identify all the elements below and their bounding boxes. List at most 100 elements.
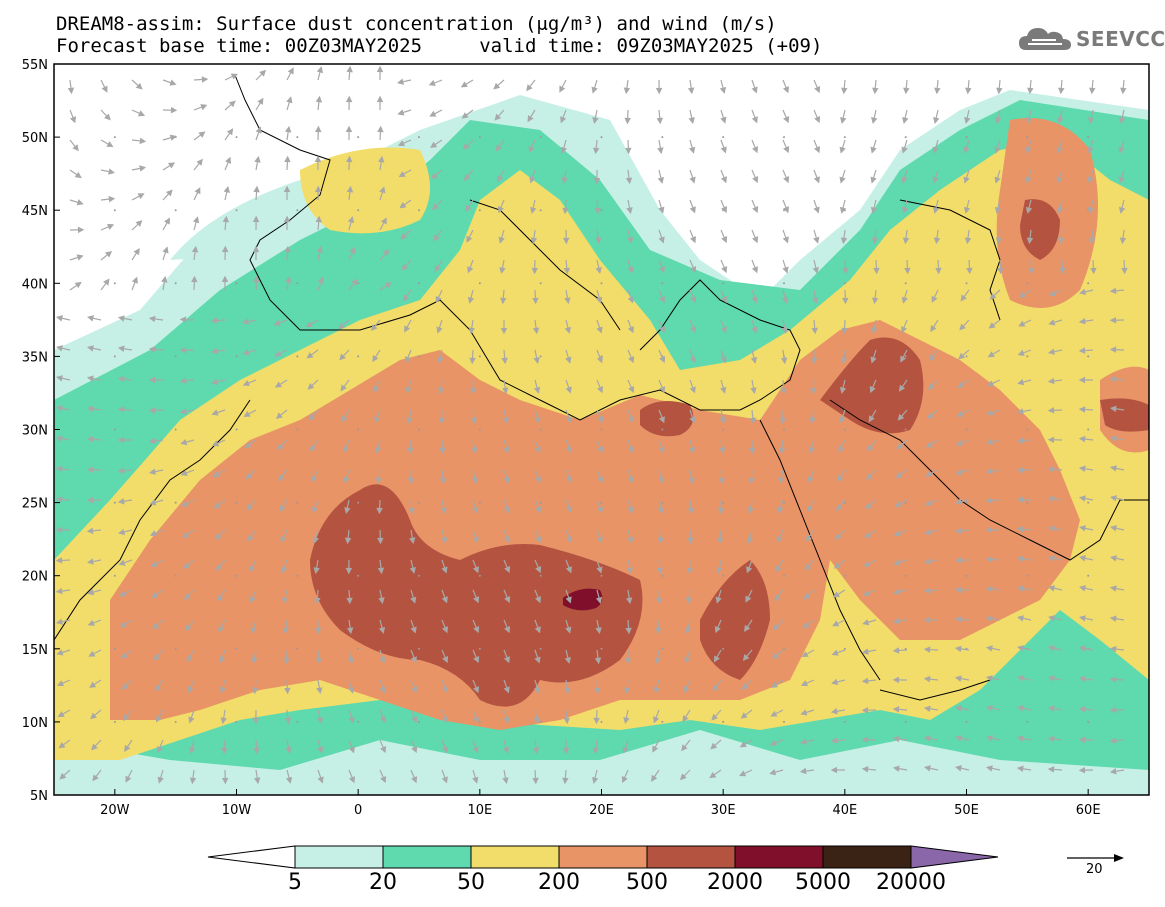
wind-arrow — [131, 193, 145, 201]
wind-arrow — [652, 739, 660, 753]
logo-text: SEEVCCC — [1076, 27, 1165, 51]
wind-arrow — [595, 619, 602, 635]
colorbar-swatch — [734, 845, 824, 869]
wind-arrow — [274, 379, 288, 388]
grid-dot — [296, 720, 299, 723]
wind-arrow — [308, 409, 319, 421]
wind-arrow — [156, 739, 164, 754]
grid-dot — [418, 428, 420, 431]
wind-arrow — [532, 739, 540, 755]
wind-arrow — [148, 437, 164, 445]
wind-arrow — [533, 379, 541, 394]
grid-dot — [1026, 136, 1029, 139]
wind-arrow — [472, 529, 479, 544]
wind-arrow — [148, 315, 164, 323]
wind-arrow — [658, 409, 665, 424]
wind-arrow — [595, 259, 602, 274]
wind-arrow — [55, 435, 71, 442]
wind-arrow — [408, 499, 415, 515]
wind-arrow — [284, 709, 292, 725]
wind-arrow — [410, 769, 418, 784]
wind-arrow — [376, 95, 384, 111]
wind-arrow — [117, 467, 133, 474]
wind-arrow — [317, 769, 324, 784]
grid-dot — [478, 574, 481, 577]
wind-arrow — [58, 739, 71, 749]
wind-arrow — [242, 379, 257, 387]
grid-dot — [174, 501, 177, 504]
wind-arrow — [305, 319, 319, 328]
grid-dot — [965, 574, 968, 577]
wind-arrow — [627, 289, 634, 304]
wind-arrow — [650, 769, 660, 782]
wind-arrow — [565, 379, 572, 394]
grid-dot — [296, 647, 299, 650]
grid-dot — [113, 574, 116, 577]
wind-arrow — [711, 709, 722, 721]
colorbar-swatch — [646, 845, 736, 869]
wind-arrow — [283, 215, 291, 231]
wind-arrow — [149, 499, 164, 506]
grid-dot — [600, 428, 603, 431]
wind-arrow — [212, 469, 226, 478]
colorbar-under-triangle — [207, 845, 296, 869]
grid-dot — [843, 720, 846, 723]
wind-arrow — [534, 409, 541, 424]
wind-arrow — [658, 469, 665, 484]
wind-arrow — [410, 739, 418, 754]
wind-arrow — [564, 649, 572, 664]
wind-arrow — [565, 589, 572, 604]
wind-arrow — [428, 79, 443, 86]
wind-arrow — [154, 679, 164, 692]
wind-arrow — [713, 649, 722, 663]
wind-arrow — [286, 96, 293, 111]
colorbar-label: 200 — [538, 870, 580, 895]
wind-arrow — [441, 679, 449, 694]
wind-arrow — [503, 559, 511, 574]
wind-arrow — [242, 349, 257, 356]
wind-arrow — [560, 109, 567, 124]
wind-arrow — [306, 349, 319, 359]
wind-arrow — [379, 769, 387, 784]
wind-arrow — [162, 217, 171, 231]
grid-dot — [478, 355, 481, 358]
grid-dot — [418, 574, 420, 577]
grid-dot — [478, 647, 481, 650]
wind-arrow — [470, 409, 478, 425]
wind-arrow — [314, 185, 322, 201]
grid-dot — [478, 720, 481, 723]
grid-dot — [965, 136, 968, 139]
wind-arrow — [534, 499, 542, 514]
grid-dot — [1087, 574, 1090, 577]
grid-dot — [296, 282, 299, 285]
wind-arrow — [342, 439, 350, 454]
wind-arrow — [283, 649, 290, 665]
wind-arrow — [255, 126, 262, 141]
wind-arrow — [55, 405, 71, 412]
wind-arrow — [309, 439, 319, 452]
grid-dot — [965, 428, 968, 431]
wind-arrow — [118, 528, 133, 536]
wind-arrow — [213, 499, 226, 509]
grid-dot — [722, 574, 725, 577]
wind-arrow — [689, 289, 697, 304]
wind-arrow — [255, 69, 267, 81]
grid-dot — [661, 428, 664, 431]
wind-arrow — [338, 319, 350, 330]
wind-arrow — [57, 709, 71, 718]
wind-arrow — [562, 199, 569, 215]
wind-arrow — [55, 496, 71, 503]
wind-arrow — [502, 739, 510, 754]
wind-arrow — [152, 619, 164, 630]
wind-arrow — [657, 499, 665, 514]
wind-arrow — [720, 139, 727, 154]
grid-dot — [965, 282, 968, 285]
wind-arrow — [162, 106, 178, 114]
wind-arrow — [253, 185, 260, 201]
wind-arrow — [502, 769, 509, 785]
wind-arrow — [410, 589, 417, 604]
wind-arrow — [377, 529, 384, 545]
grid-dot — [478, 282, 481, 285]
wind-arrow — [658, 229, 665, 244]
wind-arrow — [219, 679, 227, 694]
